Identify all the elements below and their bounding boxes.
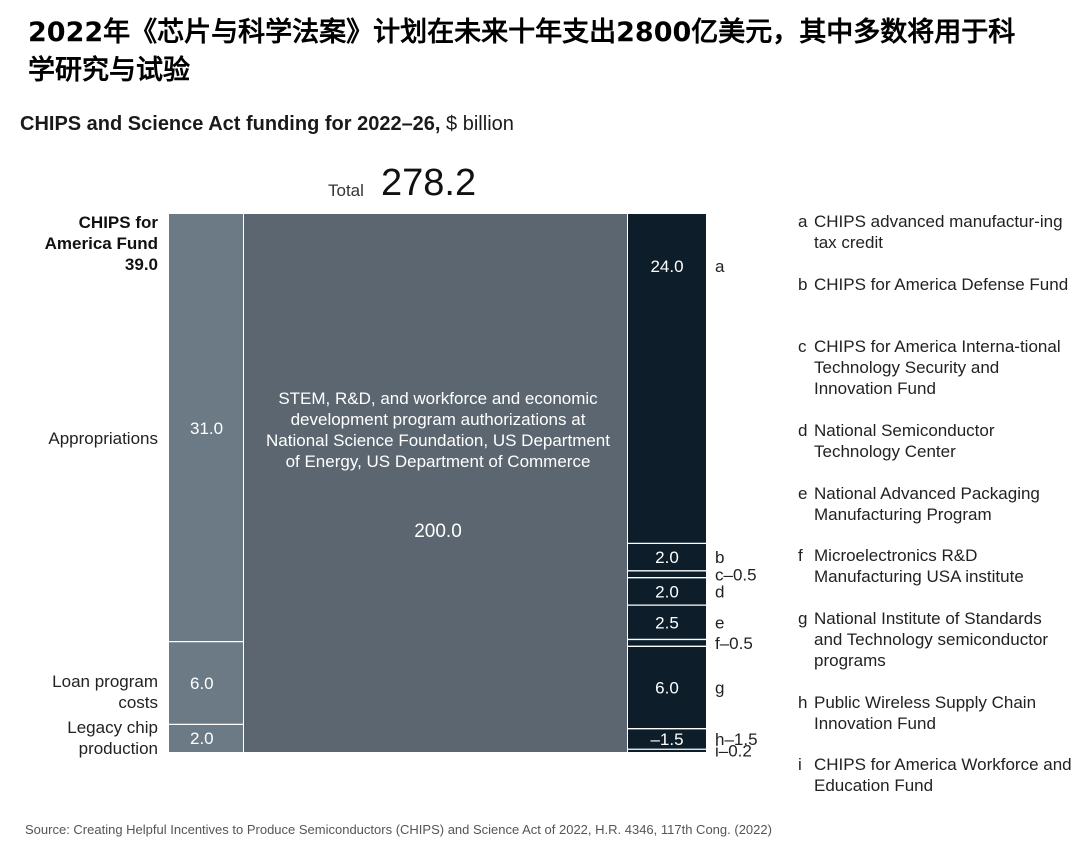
segment-value-label: 24.0 (650, 257, 683, 276)
segment-key-label: g (715, 678, 724, 697)
legend-text: CHIPS for America Workforce and Educatio… (814, 755, 1072, 795)
segment-key-label: f–0.5 (715, 634, 753, 653)
legend-item: g National Institute of Standards and Te… (798, 608, 1073, 671)
headline: 2022年《芯片与科学法案》计划在未来十年支出2800亿美元，其中多数将用于科学… (28, 17, 1016, 86)
segment-value-label: 6.0 (190, 674, 214, 693)
legend-text: Microelectronics R&D Manufacturing USA i… (814, 546, 1024, 586)
bar-segment (628, 646, 706, 729)
legend-key: g (798, 609, 808, 628)
bar-segment (169, 641, 243, 725)
segment-value-label: 2.5 (655, 613, 679, 632)
legend-key: c (798, 337, 807, 356)
bar-segment (628, 749, 706, 752)
fund-label-value: 39.0 (124, 255, 158, 274)
segment-key-label: h–1.5 (715, 730, 758, 749)
fund-label-line: CHIPS for (78, 213, 158, 232)
label-appropriations: Appropriations (48, 429, 158, 448)
segment-key-label: e (715, 613, 724, 632)
legend-key: h (798, 693, 808, 712)
legend-key: f (798, 546, 803, 565)
legend-text: National Advanced Packaging Manufacturin… (814, 484, 1040, 524)
legend-item: i CHIPS for America Workforce and Educat… (798, 754, 1073, 796)
chart-title: CHIPS and Science Act funding for 2022–2… (20, 113, 514, 136)
bar-segment (628, 605, 706, 640)
total-value: 278.2 (381, 162, 477, 204)
legend-item: c CHIPS for America Interna-tional Techn… (798, 336, 1073, 399)
bar-segment (628, 728, 706, 750)
segment-key-label: c–0.5 (715, 565, 757, 584)
center-column-text: STEM, R&D, and workforce and economic de… (266, 389, 610, 471)
label-legacy-line: Legacy chip (67, 718, 158, 737)
bar-segment (628, 639, 706, 647)
segment-value-label: 2.0 (655, 582, 679, 601)
legend-item: e National Advanced Packaging Manufactur… (798, 483, 1073, 525)
chart-title-unit: $ billion (440, 113, 514, 135)
label-loan-program: Loan program costs (10, 671, 158, 713)
legend-item: f Microelectronics R&D Manufacturing USA… (798, 545, 1073, 587)
bar-segment (628, 577, 706, 606)
label-loan-line: costs (118, 693, 158, 712)
bar-segment (628, 543, 706, 571)
segment-value-label: 2.0 (190, 729, 214, 748)
segment-key-label: a (715, 257, 725, 276)
center-column-value: 200.0 (414, 521, 462, 542)
segment-value-label: 2.0 (655, 548, 679, 567)
segment-value-label: –1.5 (650, 730, 683, 749)
label-loan-line: Loan program (52, 672, 158, 691)
segment-key-label: b (715, 548, 724, 567)
fund-label-line: America Fund (44, 234, 158, 253)
segment-key-label: d (715, 582, 724, 601)
bar-segment (244, 214, 627, 752)
legend-text: CHIPS for America Interna-tional Technol… (814, 337, 1061, 398)
legend-item: b CHIPS for America Defense Fund (798, 274, 1073, 295)
label-legacy-chip: Legacy chip production (10, 717, 158, 759)
legend-item: d National Semiconductor Technology Cent… (798, 420, 1073, 462)
segment-value-label: 6.0 (655, 678, 679, 697)
fund-label: CHIPS for America Fund 39.0 (20, 212, 158, 275)
legend-key: e (798, 484, 808, 503)
bar-segment (628, 214, 706, 544)
bar-segment (628, 570, 706, 578)
legend-item: a CHIPS advanced manufactur-ing tax cred… (798, 211, 1073, 253)
segment-value-label: 31.0 (190, 419, 223, 438)
legend-text: CHIPS for America Defense Fund (814, 275, 1069, 294)
legend-key: i (798, 755, 802, 774)
legend-key: a (798, 212, 808, 231)
legend-text: Public Wireless Supply Chain Innovation … (814, 693, 1037, 733)
bar-segment (169, 214, 243, 642)
legend-text: CHIPS advanced manufactur-ing tax credit (814, 212, 1063, 252)
label-legacy-line: production (78, 739, 158, 758)
chart-title-main: CHIPS and Science Act funding for 2022–2… (20, 113, 441, 135)
legend-item: h Public Wireless Supply Chain Innovatio… (798, 692, 1073, 734)
source-note: Source: Creating Helpful Incentives to P… (25, 822, 772, 837)
legend-key: d (798, 421, 808, 440)
legend-text: National Institute of Standards and Tech… (814, 609, 1049, 670)
bar-segment (169, 724, 243, 752)
total-label: Total (328, 181, 364, 200)
legend-key: b (798, 275, 808, 294)
segment-key-label: i–0.2 (715, 742, 752, 761)
legend-text: National Semiconductor Technology Center (814, 421, 995, 461)
